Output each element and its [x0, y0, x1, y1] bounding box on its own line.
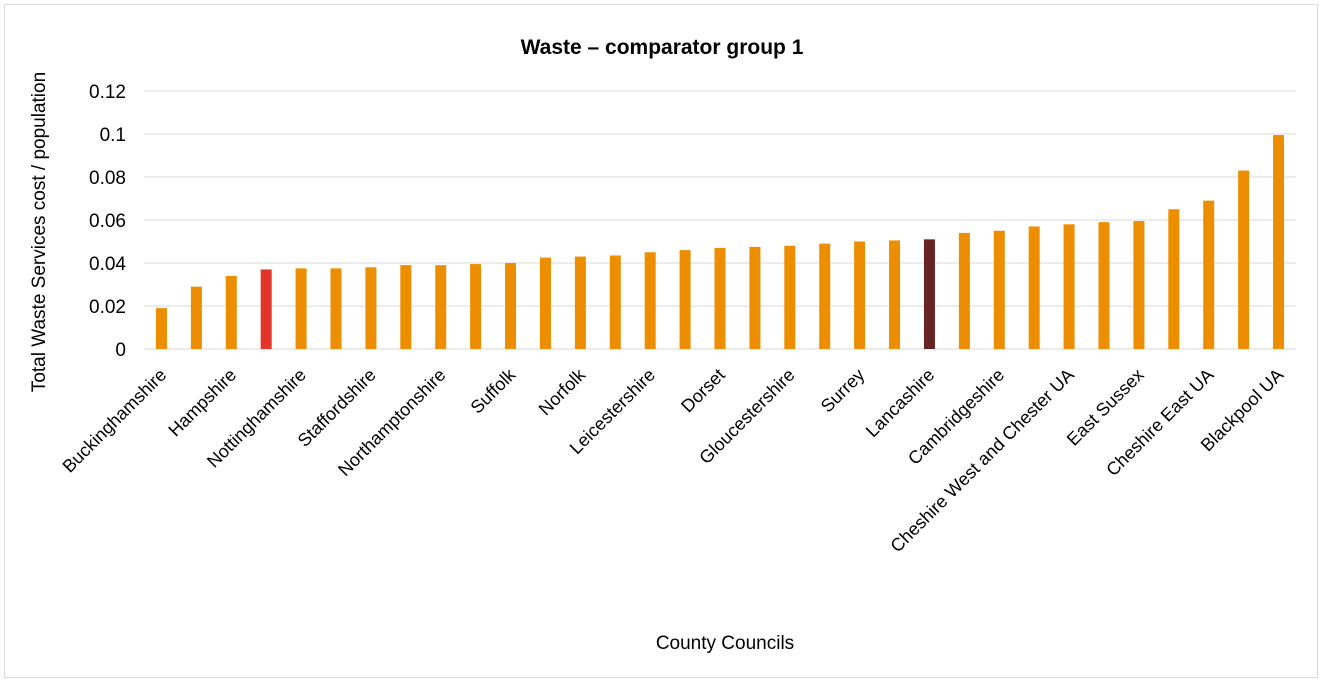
bar [644, 252, 656, 349]
x-tick-label: Buckinghamshire [59, 365, 171, 477]
x-tick-label: Hampshire [164, 365, 240, 441]
bar [1028, 226, 1040, 349]
bar [923, 239, 935, 349]
x-tick-label: Lancashire [862, 365, 938, 441]
bar [854, 241, 866, 349]
x-tick-label: Suffolk [467, 364, 521, 418]
bar [260, 269, 272, 349]
bar [505, 263, 517, 349]
x-axis-ticks: BuckinghamshireHampshireNottinghamshireS… [59, 364, 1288, 556]
x-axis-label: County Councils [656, 633, 794, 654]
y-axis-ticks: 0 0.02 0.04 0.06 0.08 0.1 0.12 [89, 82, 126, 361]
bar [1273, 135, 1285, 349]
bar [609, 255, 621, 349]
bar [470, 264, 482, 349]
bar [400, 265, 412, 349]
bar [1133, 221, 1145, 349]
y-tick-label: 0.08 [89, 168, 126, 189]
bar [1168, 209, 1180, 349]
bar [993, 230, 1005, 349]
y-axis-label: Total Waste Services cost / population [29, 72, 50, 392]
bar [365, 267, 377, 349]
y-tick-label: 0.12 [89, 82, 126, 103]
bar [889, 240, 901, 349]
y-tick-label: 0 [115, 340, 126, 361]
bar [435, 265, 447, 349]
chart-title: Waste – comparator group 1 [521, 36, 804, 59]
x-tick-label: Dorset [677, 365, 729, 417]
bar [819, 243, 831, 349]
bar [574, 256, 586, 349]
bar-chart: Waste – comparator group 1 Total Waste S… [29, 36, 1296, 654]
bar [679, 250, 691, 349]
bar [1063, 224, 1075, 349]
y-tick-label: 0.02 [89, 297, 126, 318]
bar [714, 247, 726, 349]
y-tick-label: 0.04 [89, 254, 126, 275]
bar [1098, 222, 1110, 349]
bar [539, 257, 551, 349]
chart-frame: Waste – comparator group 1 Total Waste S… [4, 4, 1318, 678]
bar [1238, 170, 1250, 349]
bar [225, 275, 237, 349]
bar [749, 246, 761, 349]
bar [190, 286, 202, 349]
bars [155, 135, 1285, 349]
bar [784, 245, 796, 349]
bar [1203, 200, 1215, 349]
bar [295, 268, 307, 349]
y-tick-label: 0.06 [89, 211, 126, 232]
y-tick-label: 0.1 [100, 125, 126, 146]
bar [330, 268, 342, 349]
x-tick-label: Surrey [817, 365, 869, 417]
x-tick-label: Norfolk [535, 364, 590, 419]
bar [155, 308, 167, 349]
bar [958, 232, 970, 349]
